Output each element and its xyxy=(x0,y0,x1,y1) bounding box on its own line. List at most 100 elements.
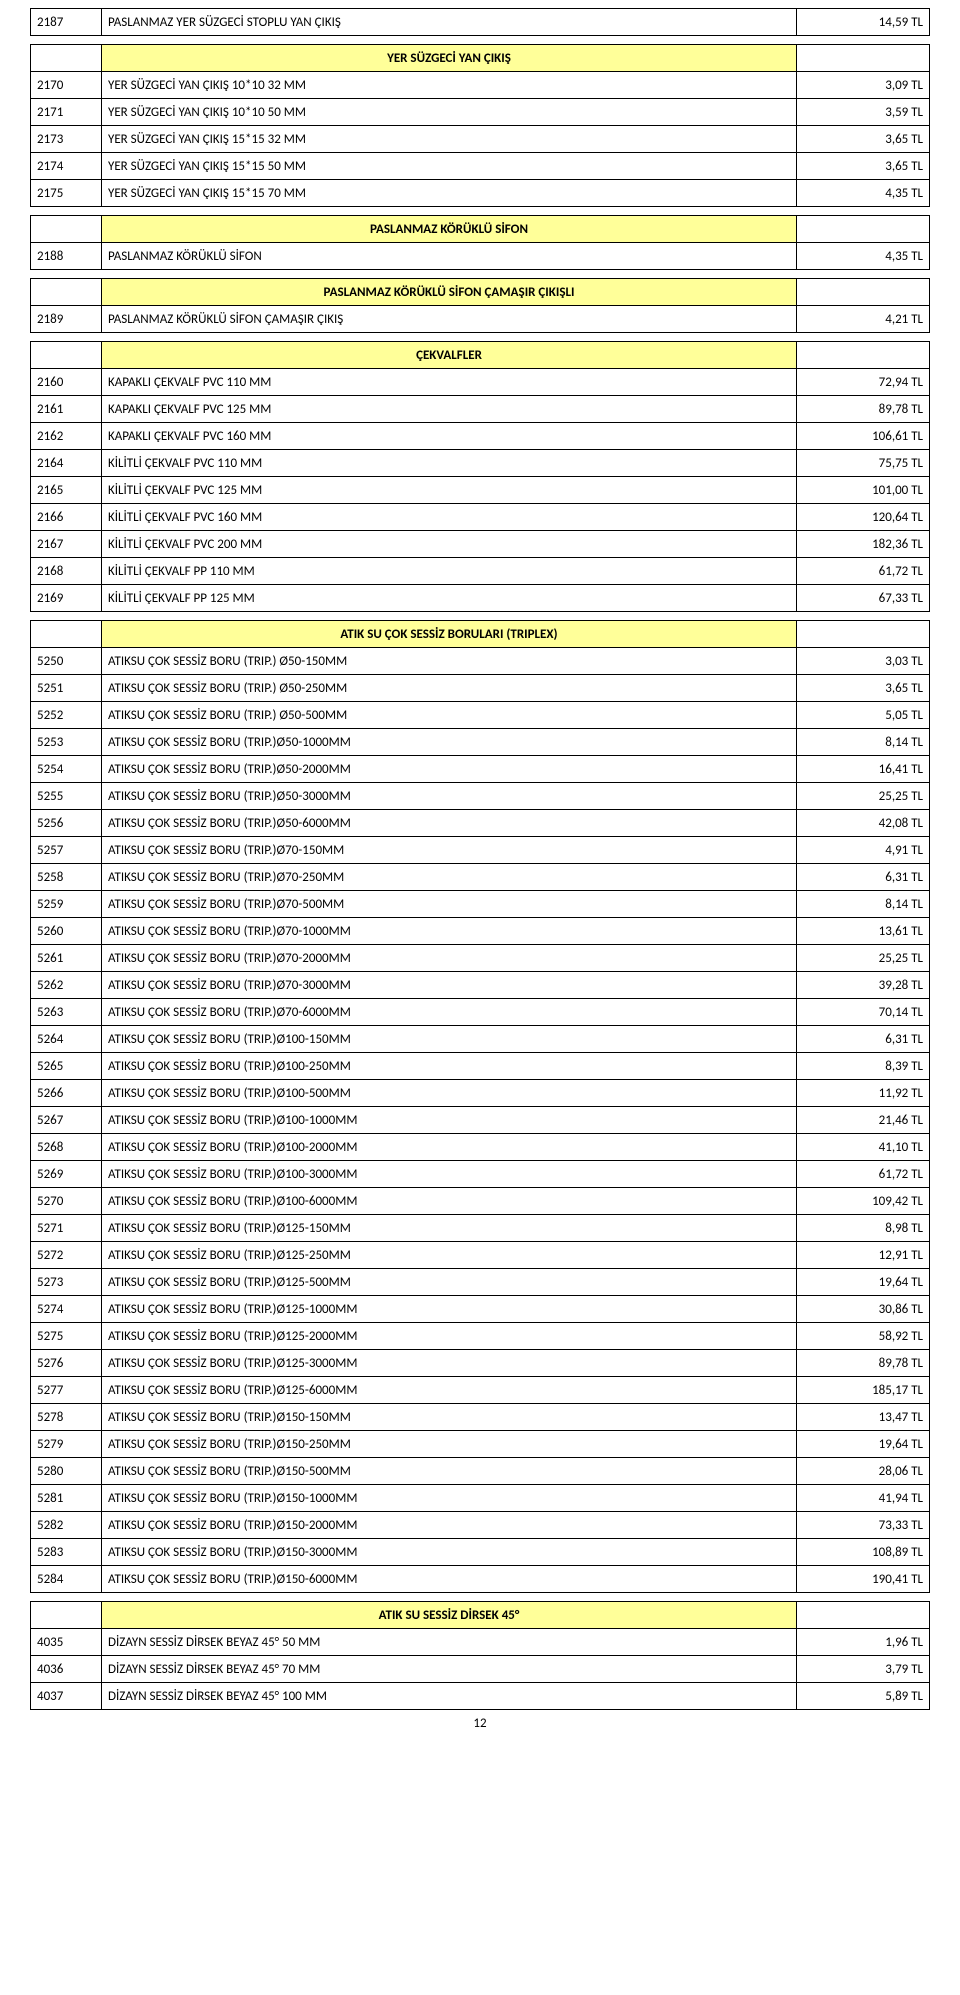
cell-desc: KİLİTLİ ÇEKVALF PVC 125 MM xyxy=(102,477,797,504)
cell-desc: YER SÜZGECİ YAN ÇIKIŞ 15*15 70 MM xyxy=(102,180,797,207)
cell-code: 5254 xyxy=(31,756,102,783)
cell-code: 5283 xyxy=(31,1539,102,1566)
cell-code: 5267 xyxy=(31,1107,102,1134)
cell-price: 25,25 TL xyxy=(797,783,930,810)
cell-desc: ATIKSU ÇOK SESSİZ BORU (TRIP.)Ø125-6000M… xyxy=(102,1377,797,1404)
cell-code: 2162 xyxy=(31,423,102,450)
cell-code: 5259 xyxy=(31,891,102,918)
cell-price: 6,31 TL xyxy=(797,864,930,891)
table-row: 5280ATIKSU ÇOK SESSİZ BORU (TRIP.)Ø150-5… xyxy=(31,1458,930,1485)
header-empty-left xyxy=(31,1602,102,1629)
table-row: 2188PASLANMAZ KÖRÜKLÜ SİFON4,35 TL xyxy=(31,243,930,270)
cell-desc: ATIKSU ÇOK SESSİZ BORU (TRIP.)Ø125-3000M… xyxy=(102,1350,797,1377)
cell-code: 2167 xyxy=(31,531,102,558)
cell-code: 4036 xyxy=(31,1656,102,1683)
table-row: 5253ATIKSU ÇOK SESSİZ BORU (TRIP.)Ø50-10… xyxy=(31,729,930,756)
cell-price: 190,41 TL xyxy=(797,1566,930,1593)
cell-desc: ATIKSU ÇOK SESSİZ BORU (TRIP.)Ø100-1000M… xyxy=(102,1107,797,1134)
cell-price: 120,64 TL xyxy=(797,504,930,531)
cell-price: 3,03 TL xyxy=(797,648,930,675)
header-empty-right xyxy=(797,342,930,369)
cell-price: 3,09 TL xyxy=(797,72,930,99)
cell-desc: ATIKSU ÇOK SESSİZ BORU (TRIP.)Ø100-6000M… xyxy=(102,1188,797,1215)
table-row: 5251ATIKSU ÇOK SESSİZ BORU (TRIP.) Ø50-2… xyxy=(31,675,930,702)
cell-code: 5262 xyxy=(31,972,102,999)
cell-code: 5280 xyxy=(31,1458,102,1485)
cell-desc: ATIKSU ÇOK SESSİZ BORU (TRIP.)Ø50-2000MM xyxy=(102,756,797,783)
page-number: 12 xyxy=(30,1716,930,1731)
header-empty-left xyxy=(31,342,102,369)
cell-desc: ATIKSU ÇOK SESSİZ BORU (TRIP.)Ø70-1000MM xyxy=(102,918,797,945)
spacer-row xyxy=(31,333,930,342)
cell-price: 89,78 TL xyxy=(797,396,930,423)
cell-price: 8,39 TL xyxy=(797,1053,930,1080)
cell-desc: DİZAYN SESSİZ DİRSEK BEYAZ 45° 50 MM xyxy=(102,1629,797,1656)
cell-price: 8,98 TL xyxy=(797,1215,930,1242)
table-row: 5258ATIKSU ÇOK SESSİZ BORU (TRIP.)Ø70-25… xyxy=(31,864,930,891)
cell-desc: ATIKSU ÇOK SESSİZ BORU (TRIP.)Ø50-3000MM xyxy=(102,783,797,810)
spacer-row xyxy=(31,612,930,621)
table-row: 5257ATIKSU ÇOK SESSİZ BORU (TRIP.)Ø70-15… xyxy=(31,837,930,864)
cell-code: 5279 xyxy=(31,1431,102,1458)
cell-code: 5270 xyxy=(31,1188,102,1215)
cell-price: 3,65 TL xyxy=(797,675,930,702)
cell-code: 5281 xyxy=(31,1485,102,1512)
cell-code: 4037 xyxy=(31,1683,102,1710)
table-row: 4037DİZAYN SESSİZ DİRSEK BEYAZ 45° 100 M… xyxy=(31,1683,930,1710)
cell-price: 108,89 TL xyxy=(797,1539,930,1566)
spacer-cell xyxy=(31,270,930,279)
section-header: ATIK SU ÇOK SESSİZ BORULARI (TRIPLEX) xyxy=(31,621,930,648)
table-row: 2168KİLİTLİ ÇEKVALF PP 110 MM61,72 TL xyxy=(31,558,930,585)
cell-code: 2165 xyxy=(31,477,102,504)
table-row: 5275ATIKSU ÇOK SESSİZ BORU (TRIP.)Ø125-2… xyxy=(31,1323,930,1350)
cell-code: 5252 xyxy=(31,702,102,729)
table-row: 5269ATIKSU ÇOK SESSİZ BORU (TRIP.)Ø100-3… xyxy=(31,1161,930,1188)
cell-desc: ATIKSU ÇOK SESSİZ BORU (TRIP.) Ø50-150MM xyxy=(102,648,797,675)
cell-desc: KAPAKLI ÇEKVALF PVC 110 MM xyxy=(102,369,797,396)
cell-price: 5,05 TL xyxy=(797,702,930,729)
table-row: 2160KAPAKLI ÇEKVALF PVC 110 MM72,94 TL xyxy=(31,369,930,396)
cell-desc: ATIKSU ÇOK SESSİZ BORU (TRIP.)Ø70-500MM xyxy=(102,891,797,918)
cell-desc: KİLİTLİ ÇEKVALF PVC 160 MM xyxy=(102,504,797,531)
table-row: 4036DİZAYN SESSİZ DİRSEK BEYAZ 45° 70 MM… xyxy=(31,1656,930,1683)
cell-desc: KİLİTLİ ÇEKVALF PP 125 MM xyxy=(102,585,797,612)
section-title: PASLANMAZ KÖRÜKLÜ SİFON xyxy=(102,216,797,243)
header-empty-left xyxy=(31,279,102,306)
table-row: 5267ATIKSU ÇOK SESSİZ BORU (TRIP.)Ø100-1… xyxy=(31,1107,930,1134)
header-empty-right xyxy=(797,1602,930,1629)
section-title: ÇEKVALFLER xyxy=(102,342,797,369)
header-empty-left xyxy=(31,216,102,243)
cell-desc: ATIKSU ÇOK SESSİZ BORU (TRIP.)Ø125-2000M… xyxy=(102,1323,797,1350)
cell-code: 5258 xyxy=(31,864,102,891)
cell-desc: ATIKSU ÇOK SESSİZ BORU (TRIP.)Ø125-1000M… xyxy=(102,1296,797,1323)
table-row: 2171YER SÜZGECİ YAN ÇIKIŞ 10*10 50 MM3,5… xyxy=(31,99,930,126)
price-table: 2187PASLANMAZ YER SÜZGECİ STOPLU YAN ÇIK… xyxy=(30,8,930,1710)
header-empty-left xyxy=(31,621,102,648)
table-row: 5250ATIKSU ÇOK SESSİZ BORU (TRIP.) Ø50-1… xyxy=(31,648,930,675)
cell-desc: PASLANMAZ KÖRÜKLÜ SİFON ÇAMAŞIR ÇIKIŞ xyxy=(102,306,797,333)
cell-code: 5284 xyxy=(31,1566,102,1593)
cell-desc: ATIKSU ÇOK SESSİZ BORU (TRIP.)Ø150-2000M… xyxy=(102,1512,797,1539)
cell-code: 5264 xyxy=(31,1026,102,1053)
cell-price: 8,14 TL xyxy=(797,729,930,756)
table-row: 5278ATIKSU ÇOK SESSİZ BORU (TRIP.)Ø150-1… xyxy=(31,1404,930,1431)
cell-price: 106,61 TL xyxy=(797,423,930,450)
cell-price: 3,65 TL xyxy=(797,153,930,180)
cell-code: 5257 xyxy=(31,837,102,864)
section-header: PASLANMAZ KÖRÜKLÜ SİFON ÇAMAŞIR ÇIKIŞLI xyxy=(31,279,930,306)
cell-desc: PASLANMAZ KÖRÜKLÜ SİFON xyxy=(102,243,797,270)
cell-code: 2189 xyxy=(31,306,102,333)
cell-code: 5250 xyxy=(31,648,102,675)
cell-price: 4,35 TL xyxy=(797,180,930,207)
table-row: 2167KİLİTLİ ÇEKVALF PVC 200 MM182,36 TL xyxy=(31,531,930,558)
cell-desc: ATIKSU ÇOK SESSİZ BORU (TRIP.)Ø125-500MM xyxy=(102,1269,797,1296)
cell-desc: YER SÜZGECİ YAN ÇIKIŞ 10*10 32 MM xyxy=(102,72,797,99)
table-row: 5268ATIKSU ÇOK SESSİZ BORU (TRIP.)Ø100-2… xyxy=(31,1134,930,1161)
table-row: 5277ATIKSU ÇOK SESSİZ BORU (TRIP.)Ø125-6… xyxy=(31,1377,930,1404)
cell-code: 2160 xyxy=(31,369,102,396)
table-row: 2187PASLANMAZ YER SÜZGECİ STOPLU YAN ÇIK… xyxy=(31,9,930,36)
table-row: 2166KİLİTLİ ÇEKVALF PVC 160 MM120,64 TL xyxy=(31,504,930,531)
table-row: 5282ATIKSU ÇOK SESSİZ BORU (TRIP.)Ø150-2… xyxy=(31,1512,930,1539)
cell-code: 2187 xyxy=(31,9,102,36)
table-row: 5255ATIKSU ÇOK SESSİZ BORU (TRIP.)Ø50-30… xyxy=(31,783,930,810)
